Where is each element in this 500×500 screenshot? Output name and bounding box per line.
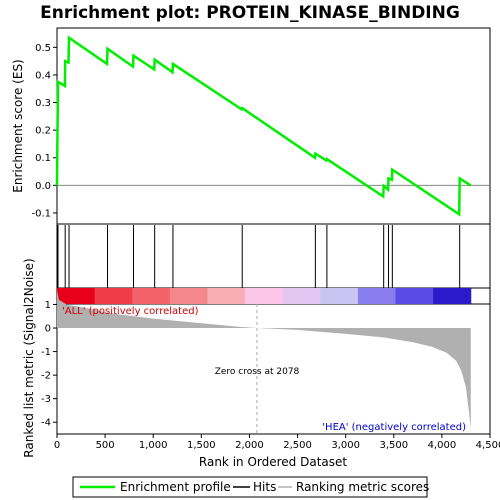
es-y-tick-label: 0.4 [35,70,51,81]
x-tick-label: 4,500 [476,440,500,451]
legend-metric-label: Ranking metric scores [296,480,429,494]
metric-area [57,290,471,430]
x-tick-label: 3,000 [331,440,360,451]
rank-color-segment [320,288,359,304]
legend-es-label: Enrichment profile [120,480,231,494]
negative-annotation: 'HEA' (negatively correlated) [322,422,466,433]
es-y-tick-label: 0.1 [35,153,51,164]
rank-color-segment [282,288,321,304]
hit-lines [56,225,461,288]
x-tick-label: 2,000 [235,440,264,451]
es-y-tick-label: 0.2 [35,126,51,137]
rank-color-segment [357,288,397,304]
es-axis-label: Enrichment score (ES) [11,59,25,192]
x-tick-label: 500 [96,440,115,451]
rank-color-segment [207,288,246,304]
rank-color-segment [245,288,284,304]
es-profile-line [55,35,472,217]
metric-y-tick-label: -3 [41,394,51,405]
metric-y-tick-label: 1 [45,300,51,311]
rank-color-segment [433,288,472,304]
metric-y-ticks: -4 -3 -2 -1 0 1 [41,300,57,429]
x-tick-label: 1,500 [187,440,216,451]
zero-cross-annotation: Zero cross at 2078 [215,367,300,377]
metric-y-tick-label: -1 [41,347,51,358]
metric-y-tick-label: -4 [41,418,51,429]
chart-title: Enrichment plot: PROTEIN_KINASE_BINDING [40,3,460,23]
metric-axis-label: Ranked list metric (Signal2Noise) [22,258,36,457]
rank-color-segment [169,288,208,304]
rank-color-segment [94,288,133,304]
es-y-tick-label: -0.1 [31,208,51,219]
x-ticks: 0 500 1,000 1,500 2,000 2,500 3,000 3,500 4,000 4… [54,434,500,451]
metric-y-tick-label: 0 [45,324,51,335]
x-tick-label: 2,500 [283,440,312,451]
x-tick-label: 1,000 [139,440,168,451]
es-y-tick-label: 0.0 [35,181,51,192]
es-y-ticks: -0.1 0.0 0.1 0.2 0.3 0.4 0.5 [31,43,57,219]
es-y-tick-label: 0.3 [35,98,51,109]
legend-hits-label: Hits [253,480,276,494]
rank-color-segment [395,288,434,304]
metric-y-tick-label: -2 [41,371,51,382]
x-tick-label: 0 [54,440,60,451]
x-tick-label: 4,000 [428,440,457,451]
x-tick-label: 3,500 [379,440,408,451]
positive-annotation: 'ALL' (positively correlated) [62,306,199,317]
rank-color-segment [132,288,171,304]
x-axis-label: Rank in Ordered Dataset [199,455,347,469]
es-y-tick-label: 0.5 [35,43,51,54]
rank-color-segment [57,288,96,304]
rank-color-bar [57,288,472,304]
